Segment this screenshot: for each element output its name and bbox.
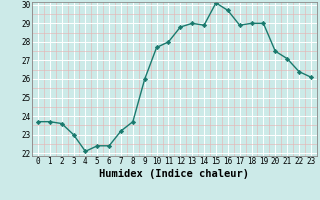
X-axis label: Humidex (Indice chaleur): Humidex (Indice chaleur) xyxy=(100,169,249,179)
